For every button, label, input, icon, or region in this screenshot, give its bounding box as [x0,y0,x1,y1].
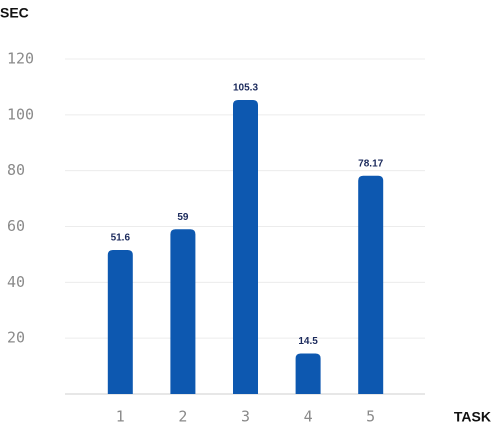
bar [170,229,196,394]
bar [295,353,321,394]
bar [107,249,133,394]
bar [358,175,384,394]
y-tick-label: 120 [7,50,34,68]
value-label: 105.3 [233,83,258,94]
y-tick-label: 100 [7,105,34,123]
value-label: 51.6 [111,233,131,244]
y-axis-title: SEC [0,5,29,21]
y-tick-label: 40 [7,273,25,291]
y-tick-label: 80 [7,161,25,179]
x-tick-label: 5 [366,408,375,426]
value-label: 59 [177,212,189,223]
x-tick-label: 2 [178,408,187,426]
x-axis-title: TASK [454,409,491,425]
bar [233,100,258,394]
value-label: 14.5 [298,336,318,347]
x-tick-label: 1 [116,408,125,426]
y-tick-label: 20 [7,329,25,347]
x-tick-label: 4 [304,408,313,426]
value-label: 78.17 [358,158,383,169]
x-tick-label: 3 [241,408,250,426]
y-tick-label: 60 [7,217,25,235]
